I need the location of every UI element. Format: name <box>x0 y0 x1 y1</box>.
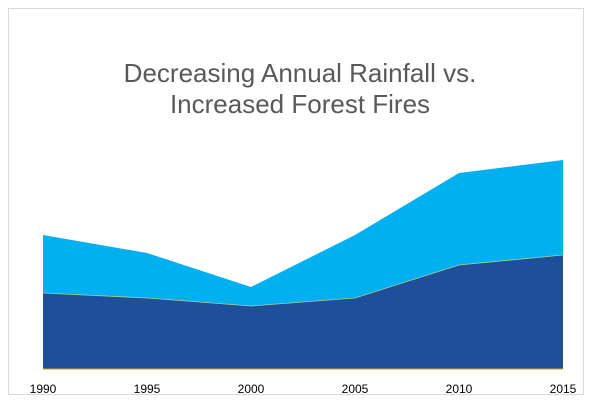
x-tick-label: 2000 <box>238 382 265 396</box>
x-tick-label: 1990 <box>30 382 57 396</box>
series-boundary-line <box>42 254 564 307</box>
chart-title: Decreasing Annual Rainfall vs. Increased… <box>0 58 591 120</box>
area-series-1 <box>43 255 563 369</box>
x-tick-label: 2015 <box>550 382 577 396</box>
area-series-2 <box>43 160 563 306</box>
area-series-group <box>42 160 564 369</box>
chart-title-line-1: Decreasing Annual Rainfall vs. <box>123 58 477 88</box>
chart-title-line-2: Increased Forest Fires <box>169 89 431 119</box>
x-tick-label: 2010 <box>446 382 473 396</box>
x-axis-tick-labels: 1990 1995 2000 2005 2010 2015 <box>30 382 577 396</box>
x-tick-label: 1995 <box>134 382 161 396</box>
x-tick-label: 2005 <box>342 382 369 396</box>
